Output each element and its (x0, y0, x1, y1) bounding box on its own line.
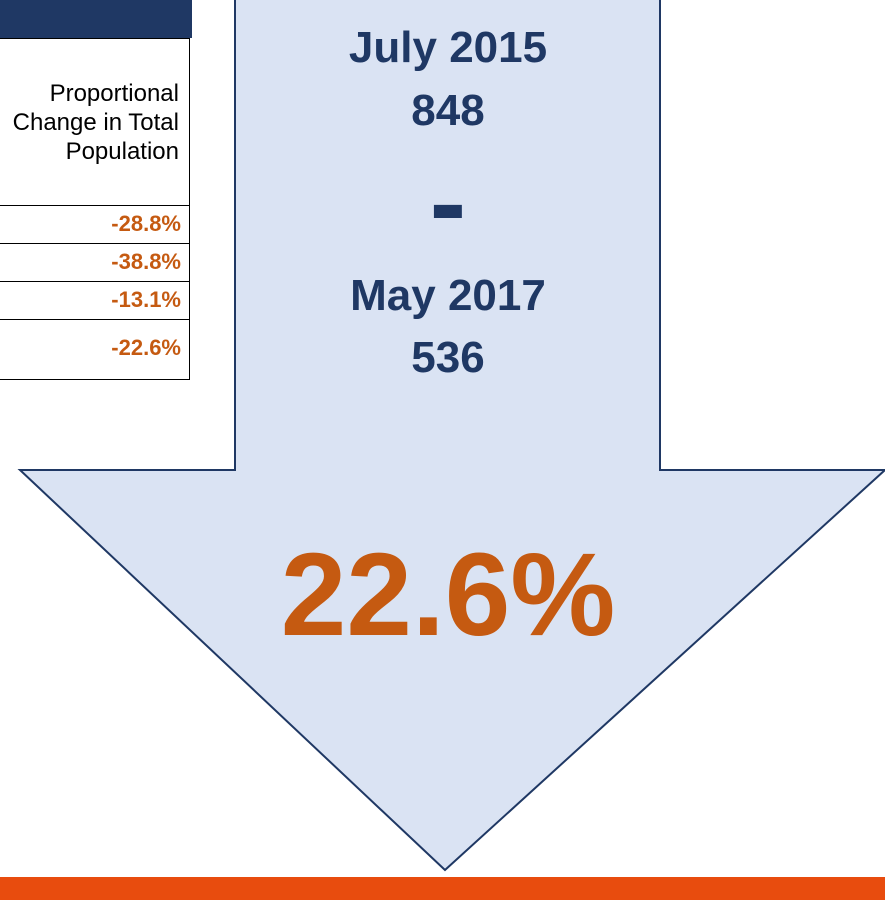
table-cell: -28.8% (0, 206, 190, 244)
table-cell: -13.1% (0, 282, 190, 320)
end-value: 536 (411, 333, 484, 382)
bottom-bar (0, 877, 885, 900)
table-cell: -38.8% (0, 244, 190, 282)
start-label: July 2015 (349, 23, 547, 72)
down-arrow (17, 0, 885, 872)
separator: - (430, 141, 467, 264)
table-header-bar (0, 0, 192, 38)
change-value: 22.6% (281, 529, 616, 661)
table-cell: -22.6% (0, 320, 190, 380)
table-header: Proportional Change in Total Population (0, 38, 190, 206)
end-label: May 2017 (350, 271, 546, 320)
start-value: 848 (411, 86, 484, 135)
